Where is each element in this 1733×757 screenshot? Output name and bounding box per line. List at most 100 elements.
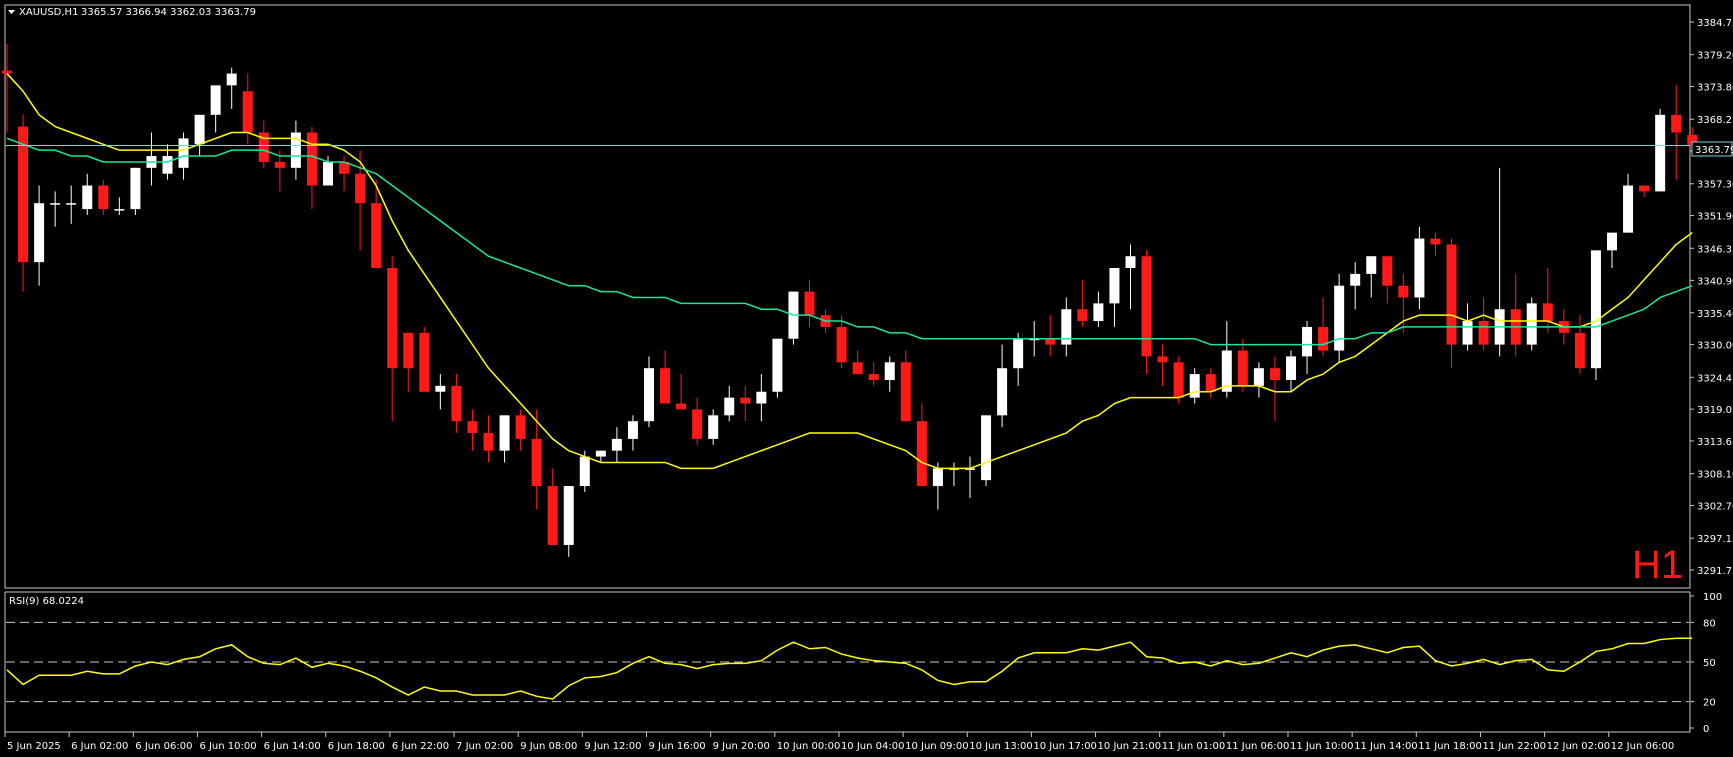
price-tick-label: 3330.00 (1697, 341, 1733, 352)
candle-body (34, 203, 45, 263)
candle-body (1687, 134, 1698, 146)
candle (1574, 315, 1585, 375)
candle (1590, 250, 1601, 380)
candle (1286, 350, 1296, 392)
candle-body (1141, 256, 1152, 357)
candle-body (515, 415, 526, 439)
candle (1414, 226, 1425, 310)
price-tick-label: 3319.05 (1697, 405, 1733, 416)
candle-body (981, 415, 992, 481)
candle-body (1318, 326, 1329, 351)
candle (66, 185, 77, 224)
candle-body (2, 70, 12, 74)
time-tick-label: 11 Jun 06:00 (1226, 741, 1290, 752)
candle-body (194, 114, 205, 145)
price-tick-label: 3346.35 (1697, 244, 1733, 255)
rsi-line-group (6, 637, 1693, 700)
candle (724, 385, 735, 422)
candle-body (644, 368, 654, 422)
current-price-label: 3363.79 (1695, 145, 1733, 156)
candle (708, 409, 719, 445)
candle-body (82, 185, 93, 210)
candle-body (1013, 338, 1024, 369)
rsi-tick-label: 80 (1703, 618, 1716, 629)
candle (2, 44, 12, 133)
candle-body (1671, 114, 1682, 133)
candle (403, 332, 414, 392)
price-tick-label: 3291.75 (1697, 566, 1733, 577)
candle-body (1382, 256, 1393, 286)
candle (1061, 297, 1072, 357)
time-tick-label: 9 Jun 20:00 (713, 741, 770, 752)
price-tick-label: 3324.45 (1697, 373, 1733, 384)
price-tick-label: 3340.90 (1697, 276, 1733, 287)
candle-body (772, 338, 783, 392)
time-tick-label: 9 Jun 08:00 (520, 741, 577, 752)
candle-body (1221, 350, 1232, 392)
candle (547, 468, 558, 545)
price-tick-label: 3335.40 (1697, 309, 1733, 320)
candle (644, 356, 654, 428)
candle (323, 156, 333, 186)
candle-body (210, 85, 221, 115)
candle (1526, 297, 1537, 351)
candle (804, 279, 815, 327)
candle (563, 486, 574, 557)
candle-body (387, 268, 398, 369)
price-tick-label: 3351.90 (1697, 212, 1733, 223)
candle (852, 350, 863, 375)
candle-body (1157, 356, 1168, 363)
candle-body (756, 391, 767, 404)
candle-body (306, 132, 317, 186)
candle-body (852, 362, 863, 375)
time-tick-label: 10 Jun 09:00 (905, 741, 969, 752)
candle-body (916, 421, 927, 487)
candle-body (403, 332, 414, 369)
candle-body (18, 126, 29, 263)
candle-body (1125, 256, 1136, 269)
candle-body (1478, 321, 1489, 345)
candle (130, 167, 141, 215)
symbol-label: XAUUSD,H1 (19, 7, 78, 18)
candle (997, 344, 1008, 428)
candle (1318, 297, 1329, 357)
candle (451, 374, 462, 433)
candle (50, 191, 61, 227)
candle-body (435, 385, 446, 392)
candle (1141, 250, 1152, 375)
candle-body (1446, 244, 1457, 345)
candle-body (114, 209, 125, 211)
symbol-dropdown-icon[interactable] (8, 10, 15, 14)
candle-body (740, 397, 751, 404)
candle-body (50, 203, 61, 205)
candle-body (1253, 368, 1264, 386)
time-tick-label: 10 Jun 04:00 (841, 741, 905, 752)
time-tick-label: 10 Jun 17:00 (1033, 741, 1097, 752)
candle-body (692, 409, 703, 439)
price-tick-label: 3302.70 (1697, 501, 1733, 512)
candle-body (531, 438, 542, 487)
candle (435, 374, 446, 410)
candle (467, 409, 478, 451)
price-tick-label: 3308.10 (1697, 470, 1733, 481)
candle-body (274, 161, 285, 168)
candle (1205, 368, 1216, 398)
candle-body (258, 132, 269, 162)
candle (1302, 321, 1313, 375)
time-tick-label: 9 Jun 16:00 (649, 741, 706, 752)
time-tick-label: 6 Jun 18:00 (328, 741, 385, 752)
candle-body (884, 362, 895, 380)
candle-body (708, 415, 719, 439)
time-tick-label: 5 Jun 2025 (7, 741, 61, 752)
candle-body (1623, 185, 1634, 233)
candle-body (1109, 268, 1120, 304)
time-tick-label: 12 Jun 06:00 (1611, 741, 1675, 752)
candle-body (1607, 232, 1617, 251)
candle (1173, 356, 1184, 404)
candle (194, 114, 205, 157)
candle (1655, 108, 1666, 192)
candle (355, 150, 366, 251)
candle-body (226, 73, 237, 86)
candle (1446, 238, 1457, 369)
